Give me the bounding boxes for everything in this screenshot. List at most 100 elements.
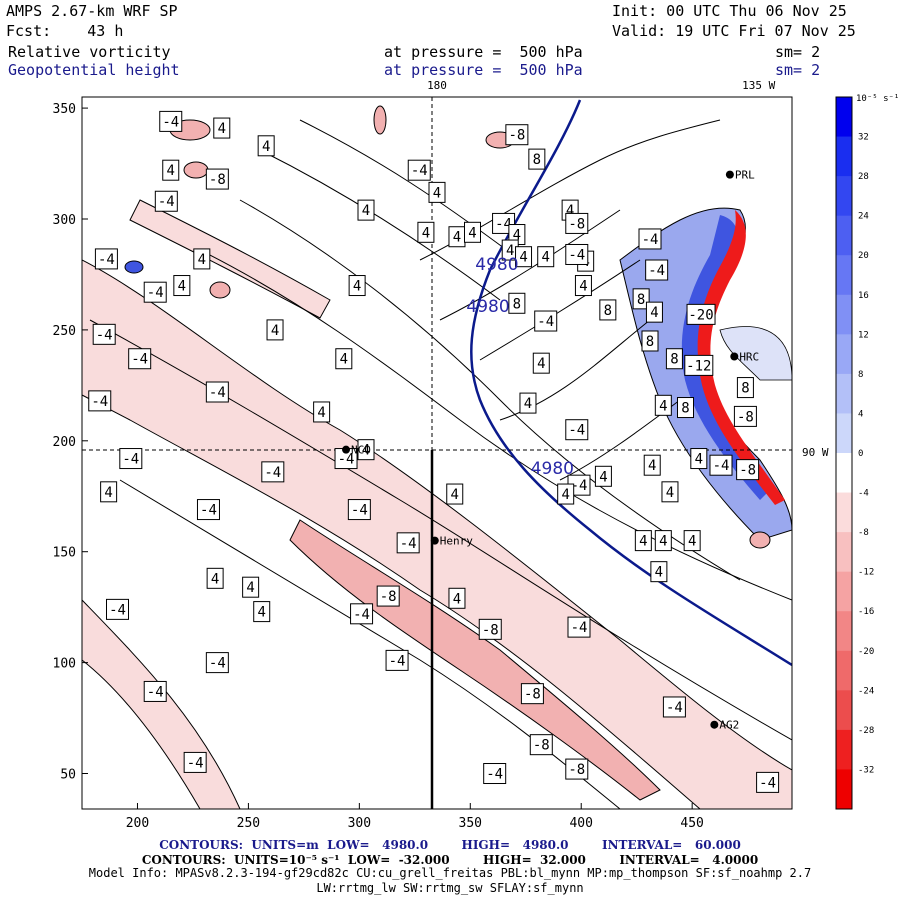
vorticity-contour-label: -4 [483,763,507,785]
vorticity-label-box [253,601,271,623]
vorticity-contour-label: -4 [567,616,591,638]
colorbar-segment [836,729,852,770]
vorticity-label-text: -4 [648,263,665,279]
x-tick-label: 250 [237,816,260,831]
vorticity-label-box [407,159,431,181]
vorticity-label-box [519,392,537,414]
vorticity-label-box [557,483,575,505]
vorticity-contour-label: 4 [645,301,663,323]
vorticity-label-text: -4 [389,653,406,669]
vorticity-contour-label: 4 [446,483,464,505]
vorticity-label-box [709,454,733,476]
colorbar-tick-label: 32 [858,133,869,143]
vorticity-label-text: -4 [411,163,428,179]
vorticity-label-text: 4 [167,163,175,179]
vorticity-contour-label: -20 [686,303,716,325]
colorbar-segment [836,334,852,375]
y-tick-label: 50 [60,768,76,783]
vorticity-label-text: 4 [104,485,112,501]
vorticity-label-box [534,310,558,332]
vorticity-label-box [348,275,366,297]
footer-physics-info: LW:rrtmg_lw SW:rrtmg_sw SFLAY:sf_mynn [316,881,584,895]
vorticity-contour-label: 4 [357,439,375,461]
vorticity-label-box [565,243,589,265]
vorticity-label-text: 4 [198,252,206,268]
vorticity-label-box [88,390,112,412]
vorticity-label-box [193,248,211,270]
vorticity-label-box [313,401,331,423]
colorbar-tick-label: 12 [858,330,869,340]
vorticity-contour-label: 4 [643,454,661,476]
vorticity-contour-label: 4 [417,221,435,243]
vorticity-label-box [154,190,178,212]
colorbar-segment [836,492,852,533]
vorticity-label-text: -4 [96,327,113,343]
vorticity-label-text: -4 [209,385,226,401]
height-contour-label: 4980 [531,459,574,479]
vorticity-label-box [483,763,507,785]
vorticity-contour-label: -4 [119,448,143,470]
vorticity-contour-label: -4 [534,310,558,332]
vorticity-contour-label: 4 [690,448,708,470]
colorbar-tick-label: 20 [858,251,869,261]
valid-time: Valid: 19 UTC Fri 07 Nov 25 [612,22,856,40]
vorticity-label-box [565,758,589,780]
vorticity-label-text: 4 [271,323,279,339]
vorticity-label-box [428,181,446,203]
vorticity-label-text: -8 [739,463,756,479]
vorticity-label-box [686,303,716,325]
vorticity-label-text: 4 [655,565,663,581]
vorticity-label-box [446,483,464,505]
vorticity-label-text: -8 [568,216,585,232]
colorbar-segment [836,650,852,691]
colorbar-segment [836,453,852,494]
vorticity-label-text: -8 [524,687,541,703]
vorticity-label-box [478,618,502,640]
colorbar-segment [836,571,852,612]
vorticity-contour-label: -8 [736,459,760,481]
vorticity-label-text: -4 [187,755,204,771]
vorticity-label-text: -8 [737,409,754,425]
vorticity-contour-label: 4 [357,199,375,221]
station-label: AG2 [719,719,739,732]
colorbar-segment [836,769,852,810]
vorticity-label-text: 4 [513,228,521,244]
vorticity-label-text: 4 [506,243,514,259]
vorticity-label-text: -8 [508,128,525,144]
colorbar-tick-label: -28 [858,726,874,736]
vorticity-label-text: 4 [650,305,658,321]
vorticity-label-text: 8 [513,296,521,312]
vorticity-label-box [350,603,374,625]
vorticity-label-text: -4 [571,620,588,636]
vorticity-label-box [464,221,481,243]
vorticity-contour-label: 4 [661,481,679,503]
vorticity-label-text: 4 [561,487,569,503]
forecast-hour: Fcst: 43 h [6,22,124,40]
field-geopotential: Geopotential height [8,61,180,79]
station-marker [430,536,439,545]
vorticity-label-text: -4 [351,503,368,519]
vorticity-label-text: 4 [688,534,696,550]
vorticity-contour-label: 4 [313,401,331,423]
vorticity-label-text: 8 [604,303,612,319]
vorticity-label-box [128,348,152,370]
colorbar-tick-label: -12 [858,568,874,578]
vorticity-contour-label: 4 [242,576,260,598]
vorticity-contour-label: -4 [334,448,358,470]
vorticity-contour-label: 4 [532,352,550,374]
model-title: AMPS 2.67-km WRF SP [6,2,178,20]
vorticity-contour-label: 4 [654,530,672,552]
vorticity-label-box [565,419,589,441]
vorticity-label-text: -4 [338,452,355,468]
vorticity-label-box [376,585,400,607]
vorticity-label-box [645,301,663,323]
vorticity-label-box [574,275,592,297]
vorticity-label-text: 4 [659,398,667,414]
vorticity-label-text: -4 [162,114,179,130]
vorticity-label-text: -8 [209,172,226,188]
vorticity-label-text: 4 [362,203,370,219]
station-label: Henry [440,535,473,548]
station-marker [342,445,351,454]
vorticity-label-text: 4 [422,225,430,241]
